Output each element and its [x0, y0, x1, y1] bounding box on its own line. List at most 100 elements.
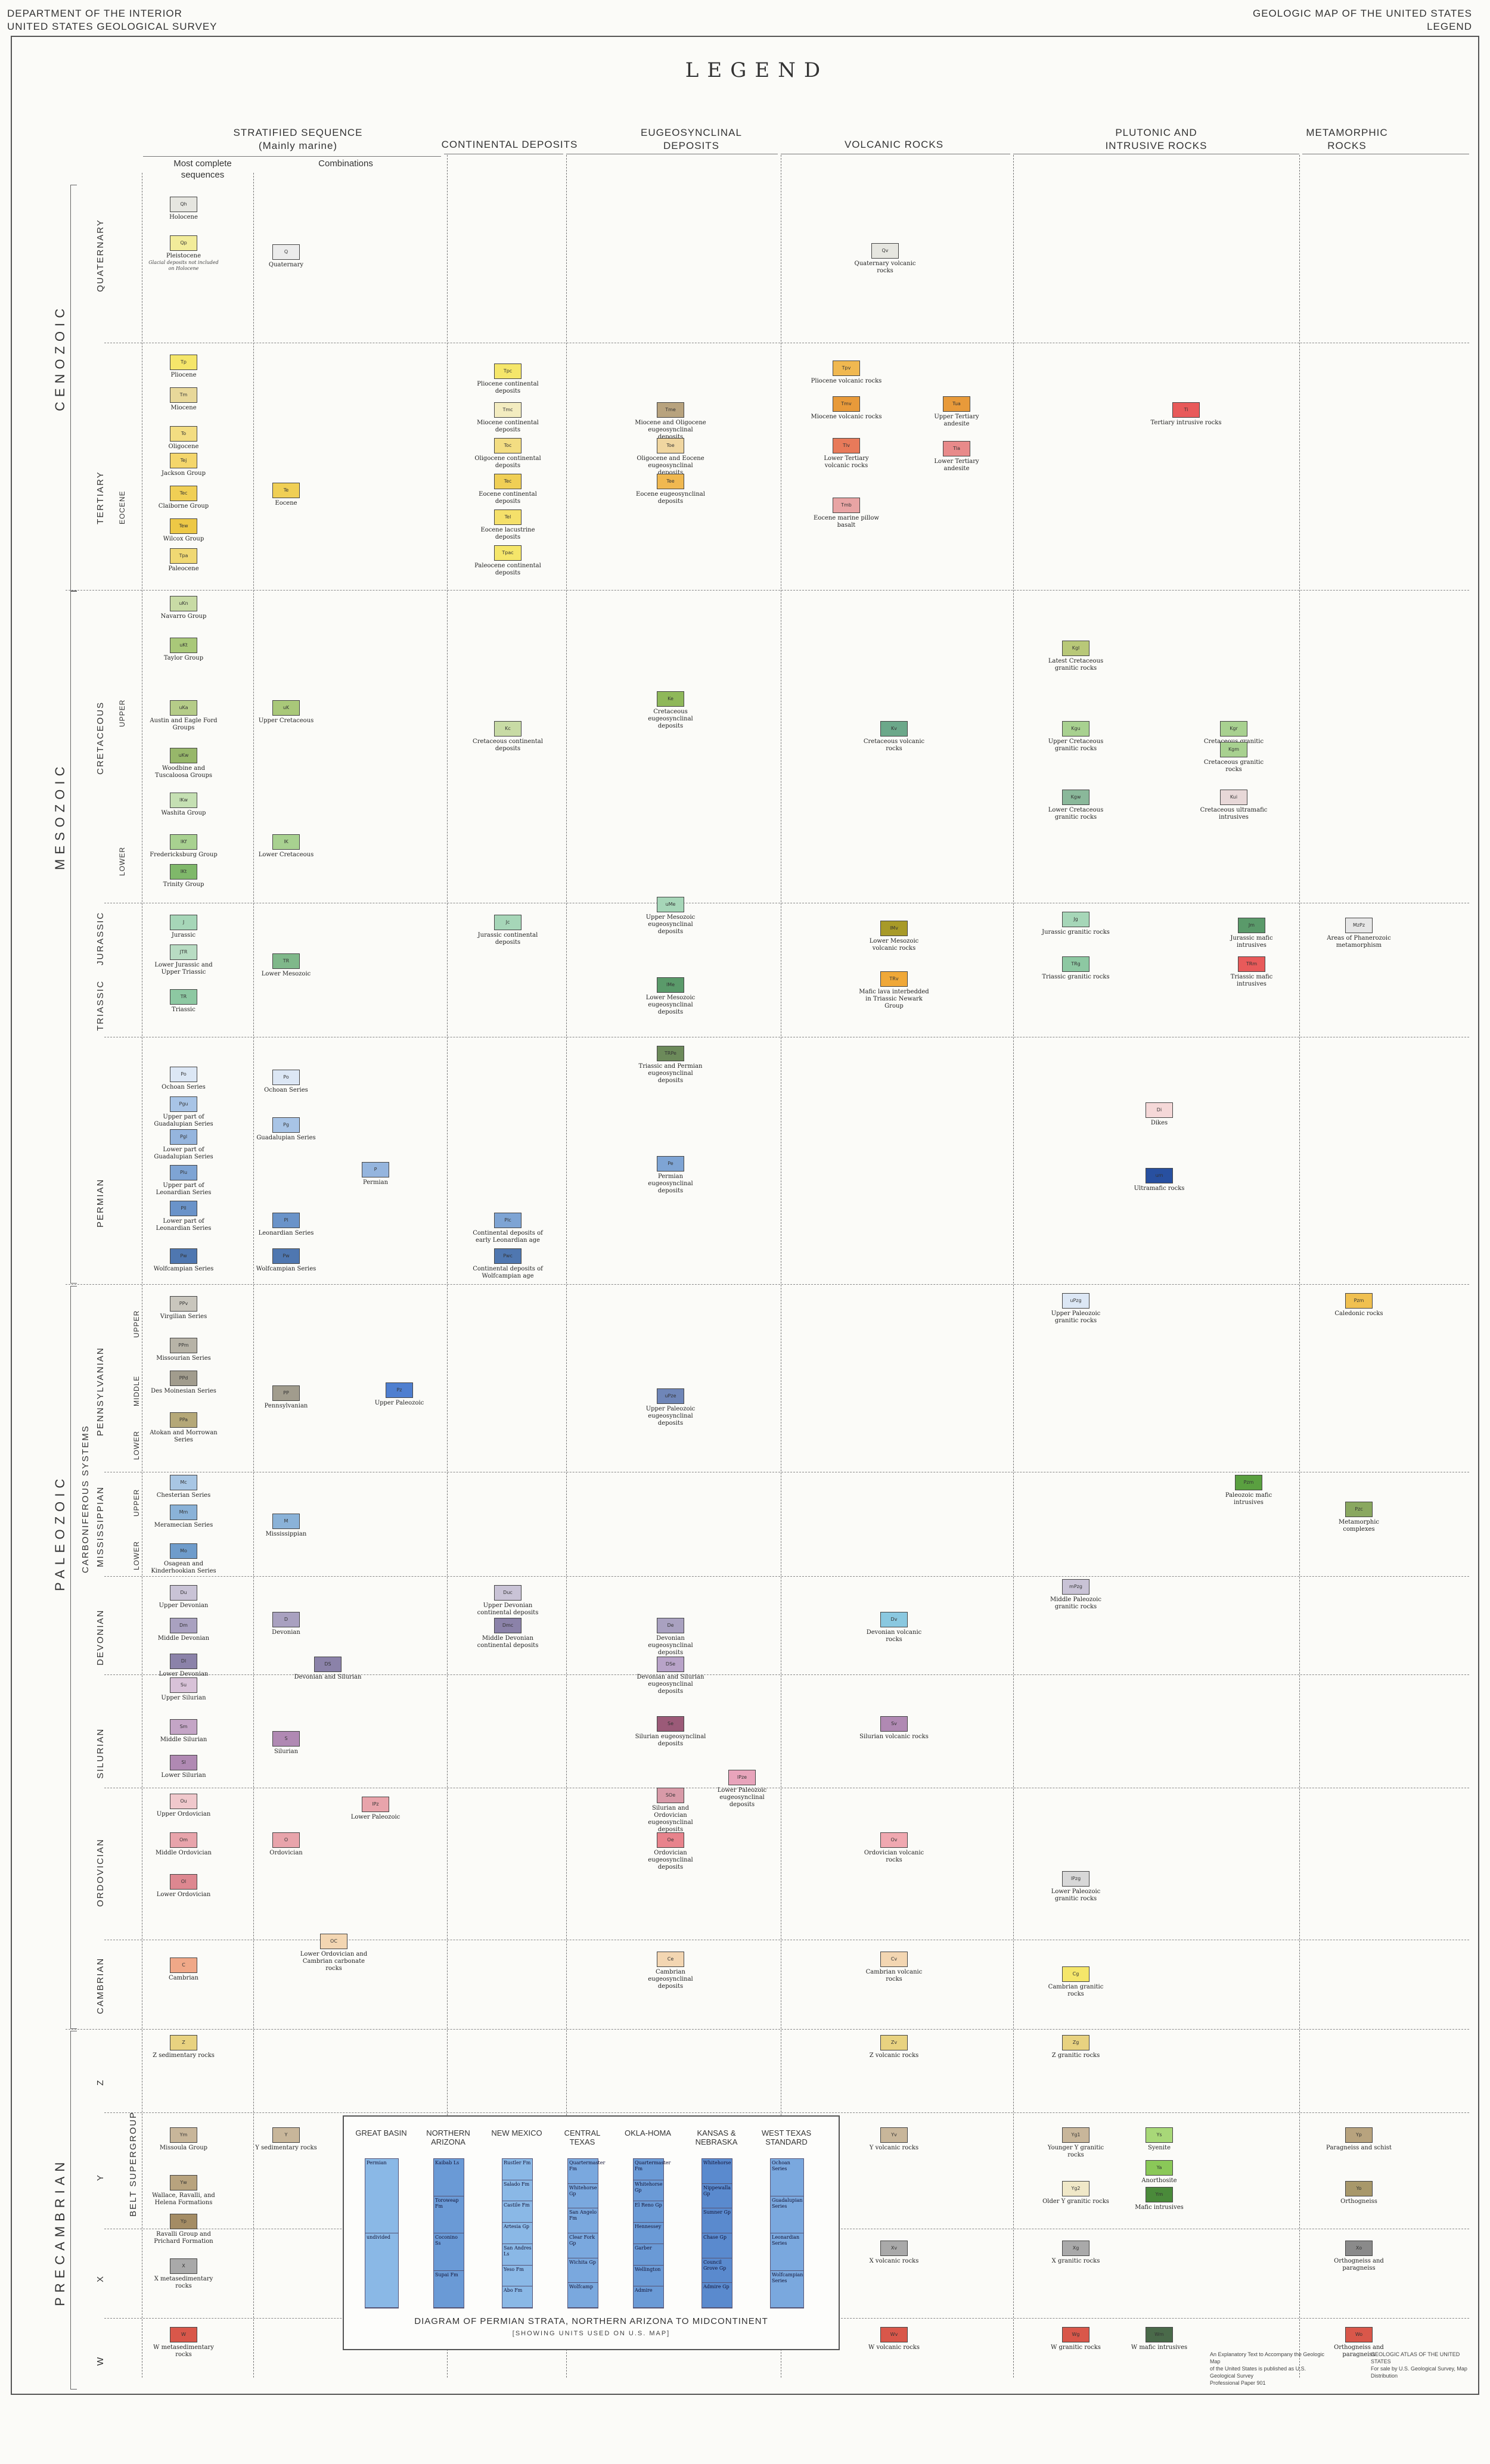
unit-color-swatch: Wg — [1062, 2327, 1089, 2342]
map-unit: uKw Woodbine and Tuscaloosa Groups — [148, 748, 219, 779]
diagram-subtitle: [SHOWING UNITS USED ON U.S. MAP] — [512, 2330, 670, 2337]
unit-color-swatch: TRPe — [657, 1046, 684, 1061]
unit-label: Chesterian Series — [156, 1492, 211, 1499]
unit-label: Jackson Group — [161, 470, 206, 477]
map-unit: lPze Lower Paleozoic eugeosynclinal depos… — [706, 1770, 778, 1809]
period-tertiary: TERTIARY — [95, 471, 105, 524]
diagram-cell: Quartermaster Fm — [568, 2159, 605, 2184]
unit-label: Triassic and Permian eugeosynclinal depo… — [638, 1063, 703, 1084]
unit-color-swatch: lPz — [362, 1797, 389, 1812]
map-unit: Pzc Metamorphic complexes — [1323, 1502, 1395, 1533]
diagram-cell: Supai Fm — [434, 2271, 464, 2308]
map-unit: uPzg Upper Paleozoic granitic rocks — [1040, 1293, 1112, 1325]
unit-label: Caledonic rocks — [1334, 1310, 1383, 1317]
unit-color-swatch: Duc — [494, 1585, 522, 1601]
unit-color-swatch: Zv — [880, 2035, 908, 2050]
diagram-cell: Yeso Fm — [502, 2266, 532, 2287]
map-unit: J Jurassic — [148, 915, 219, 939]
map-unit: Wo Orthogneiss and paragneiss — [1323, 2327, 1395, 2359]
map-unit: Ou Upper Ordovician — [148, 1794, 219, 1818]
diagram-cell: Council Grove Gp — [702, 2258, 732, 2283]
unit-color-swatch: Su — [170, 1677, 197, 1693]
col-combinations: Combinations — [318, 159, 373, 169]
diagram-column-title: OKLA-HOMA — [624, 2129, 671, 2137]
map-unit: O Ordovician — [250, 1832, 322, 1857]
unit-label: Devonian and Silurian — [294, 1674, 362, 1680]
map-unit: Pgu Upper part of Guadalupian Series — [148, 1096, 219, 1128]
diagram-cell: Nippewalla Gp — [702, 2184, 732, 2209]
col-metamorphic-l1: METAMORPHIC — [1306, 127, 1388, 138]
period-carboniferous: CARBONIFEROUS SYSTEMS — [80, 1425, 91, 1573]
unit-label: Eocene lacustrine deposits — [480, 527, 535, 540]
unit-label: Lower part of Guadalupian Series — [154, 1146, 213, 1160]
unit-label: Devonian and Silurian eugeosynclinal dep… — [637, 1674, 704, 1695]
unit-label: Woodbine and Tuscaloosa Groups — [154, 765, 213, 779]
epoch-middle-penn: MIDDLE — [132, 1375, 141, 1406]
unit-label: Lower Cretaceous — [258, 852, 314, 858]
legend-label: LEGEND — [1427, 21, 1472, 32]
diagram-cell: Kaibab Ls — [434, 2159, 464, 2196]
row-div-permian — [66, 1284, 1469, 1285]
period-cambrian: CAMBRIAN — [95, 1957, 105, 2014]
map-unit: To Oligocene — [148, 426, 219, 450]
unit-label: W volcanic rocks — [868, 2344, 920, 2351]
map-unit: PPa Atokan and Morrowan Series — [148, 1412, 219, 1444]
unit-label: Upper part of Guadalupian Series — [154, 1114, 213, 1127]
era-precambrian: PRECAMBRIAN — [52, 2157, 67, 2306]
unit-color-swatch: lKw — [170, 793, 197, 808]
unit-color-swatch: Kgu — [1062, 721, 1089, 737]
map-unit: Yv Y volcanic rocks — [858, 2127, 930, 2152]
map-unit: Ke Cretaceous eugeosynclinal deposits — [635, 691, 706, 730]
map-unit: Tec Eocene continental deposits — [472, 474, 544, 505]
map-unit: Q Quaternary — [250, 244, 322, 269]
row-div-tertiary — [66, 590, 1469, 591]
col-metamorphic: METAMORPHIC ROCKS — [1293, 126, 1401, 153]
row-div-z — [104, 2112, 1469, 2113]
diagram-cell: Whitehorse — [702, 2159, 732, 2184]
map-unit: Tm Miocene — [148, 387, 219, 412]
map-unit: JTR Lower Jurassic and Upper Triassic — [148, 944, 219, 976]
map-unit: Cg Cambrian granitic rocks — [1040, 1966, 1112, 1998]
col-most-complete: Most complete sequences — [155, 158, 250, 181]
unit-label: Meramecian Series — [154, 1522, 213, 1528]
unit-color-swatch: Tpac — [494, 545, 522, 561]
unit-color-swatch: Tmv — [833, 396, 860, 412]
unit-color-swatch: Yg2 — [1062, 2181, 1089, 2196]
unit-label: Upper Mesozoic eugeosynclinal deposits — [645, 914, 696, 935]
diagram-cell: Leonardian Series — [771, 2233, 803, 2271]
map-unit: Sm Middle Silurian — [148, 1719, 219, 1744]
map-unit: Z Z sedimentary rocks — [148, 2035, 219, 2059]
col-stratified-title: STRATIFIED SEQUENCE — [233, 127, 363, 138]
divider-7 — [1299, 155, 1300, 2378]
unit-color-swatch: Om — [170, 1832, 197, 1848]
map-unit: Y Y sedimentary rocks — [250, 2127, 322, 2152]
unit-color-swatch: Tlv — [833, 438, 860, 453]
header-right: GEOLOGIC MAP OF THE UNITED STATES LEGEND — [1253, 7, 1472, 33]
map-unit: Pe Permian eugeosynclinal deposits — [635, 1156, 706, 1195]
unit-label: Middle Devonian — [157, 1635, 210, 1642]
unit-label: Quaternary volcanic rocks — [854, 260, 916, 274]
map-unit: Pll Lower part of Leonardian Series — [148, 1201, 219, 1232]
unit-color-swatch: lMv — [880, 921, 908, 936]
diagram-cell: Permian — [365, 2159, 398, 2233]
unit-label: Wolfcampian Series — [256, 1266, 316, 1272]
survey-label: UNITED STATES GEOLOGICAL SURVEY — [7, 21, 218, 32]
diagram-cell: El Reno Gp — [634, 2201, 663, 2223]
unit-color-swatch: Tej — [170, 453, 197, 468]
map-unit: Di Dikes — [1123, 1102, 1195, 1127]
unit-label: Upper Paleozoic — [374, 1400, 424, 1406]
map-unit: Ys Syenite — [1123, 2127, 1195, 2152]
unit-color-swatch: Ce — [657, 1952, 684, 1967]
unit-color-swatch: Yv — [880, 2127, 908, 2143]
map-unit: uMe Upper Mesozoic eugeosynclinal deposit… — [635, 897, 706, 936]
unit-label: Lower Cretaceous granitic rocks — [1048, 807, 1104, 821]
unit-color-swatch: Ya — [1146, 2160, 1173, 2176]
map-unit: Yo Orthogneiss — [1323, 2181, 1395, 2205]
map-unit: Yg2 Older Y granitic rocks — [1040, 2181, 1112, 2205]
map-unit: Tej Jackson Group — [148, 453, 219, 477]
unit-label: Latest Cretaceous granitic rocks — [1048, 658, 1104, 672]
unit-color-swatch: Jg — [1062, 912, 1089, 927]
map-unit: Pz Upper Paleozoic — [364, 1382, 435, 1407]
unit-label: Jurassic continental deposits — [477, 932, 538, 946]
map-unit: Tpc Pliocene continental deposits — [472, 363, 544, 395]
